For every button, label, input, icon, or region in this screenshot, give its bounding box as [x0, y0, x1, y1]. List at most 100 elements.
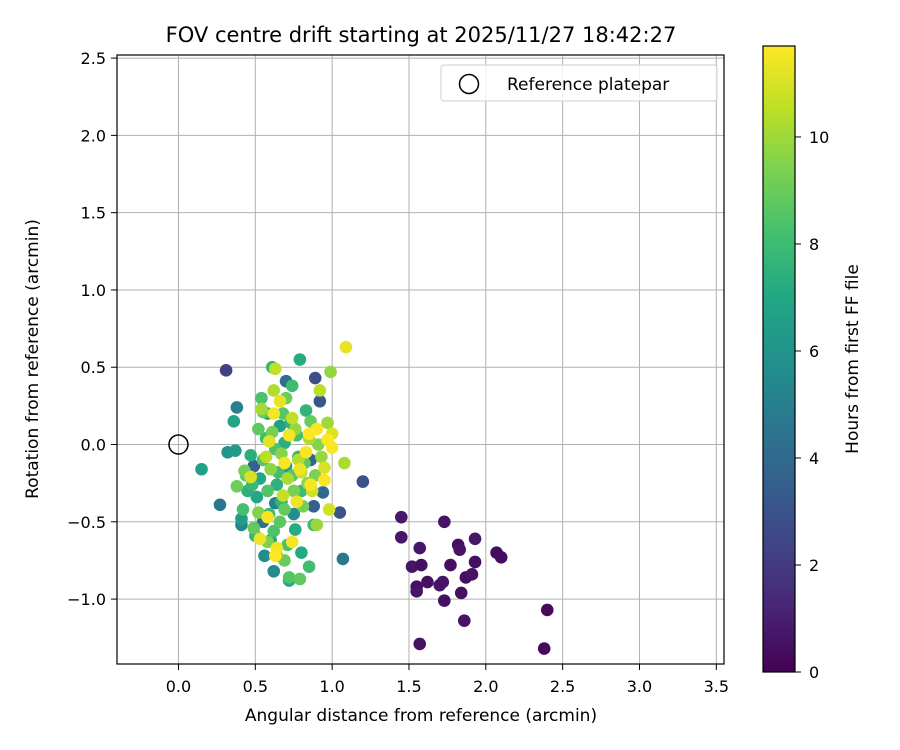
data-point: [255, 391, 268, 405]
data-point: [282, 428, 296, 442]
data-point: [333, 506, 347, 519]
data-point: [278, 456, 291, 470]
x-tick-label: 0.5: [243, 677, 268, 696]
colorbar: 0 2 4 6 8 10 Hours from first FF file: [762, 45, 863, 682]
x-tick-label: 2.5: [550, 677, 575, 696]
data-point: [436, 575, 450, 589]
data-point: [252, 422, 265, 436]
data-point: [410, 585, 423, 598]
data-point: [302, 560, 316, 573]
legend: Reference platepar: [440, 64, 718, 102]
x-tick-label: 0.0: [166, 677, 191, 696]
colorbar-tick-label: 10: [809, 128, 829, 147]
data-point: [230, 479, 244, 493]
data-point: [299, 404, 313, 417]
data-point: [235, 512, 248, 526]
data-point: [324, 365, 337, 379]
chart-title: FOV centre drift starting at 2025/11/27 …: [166, 23, 677, 47]
grid-lines: [117, 55, 724, 664]
x-axis-label: Angular distance from reference (arcmin): [245, 706, 597, 726]
data-point: [273, 394, 287, 408]
data-point: [454, 586, 468, 600]
data-point: [282, 571, 296, 584]
data-point: [310, 518, 324, 532]
data-point: [394, 530, 408, 544]
x-tick-label: 3.0: [627, 677, 652, 696]
data-point: [339, 340, 353, 354]
data-point: [227, 415, 241, 428]
data-point: [453, 543, 466, 556]
data-point: [244, 470, 257, 484]
data-point: [219, 364, 233, 377]
y-tick-label: −0.5: [67, 513, 106, 532]
data-point: [244, 449, 257, 462]
data-point: [230, 401, 244, 414]
data-point: [540, 603, 554, 617]
data-point: [438, 594, 451, 607]
data-point: [293, 572, 307, 586]
data-point: [307, 500, 320, 513]
data-point: [537, 642, 551, 655]
y-tick-label: 1.5: [81, 204, 106, 223]
data-point: [308, 371, 322, 385]
data-point: [267, 407, 281, 420]
data-point: [267, 564, 281, 578]
y-tick-label: 2.5: [81, 49, 106, 68]
legend-entry-reference: Reference platepar: [507, 75, 669, 95]
data-point: [270, 478, 284, 492]
reference-platepar-marker: [168, 434, 189, 455]
data-point: [287, 484, 301, 498]
data-point: [421, 575, 434, 589]
data-point: [290, 495, 304, 509]
colorbar-tick-label: 6: [809, 342, 819, 361]
data-point: [267, 384, 281, 397]
x-tick-label: 2.0: [473, 677, 498, 696]
x-tick-label: 3.5: [704, 677, 729, 696]
legend-marker-icon: [458, 73, 480, 95]
data-point: [413, 637, 427, 651]
data-point: [313, 384, 327, 397]
data-point: [273, 515, 287, 529]
data-point: [336, 552, 350, 566]
data-point: [468, 555, 482, 569]
data-point: [318, 461, 331, 474]
data-point: [236, 503, 250, 516]
data-point: [293, 462, 307, 476]
data-point: [253, 532, 267, 546]
y-tick-label: 0.5: [81, 358, 106, 377]
data-point: [444, 558, 457, 572]
legend-box: [440, 64, 718, 102]
y-tick-label: 1.0: [81, 281, 106, 300]
data-point: [285, 535, 299, 549]
x-tick-label: 1.0: [319, 677, 344, 696]
data-point: [247, 521, 261, 535]
data-point: [285, 411, 299, 425]
data-point: [413, 541, 427, 555]
data-point: [299, 445, 313, 459]
data-point: [338, 456, 351, 470]
data-point: [394, 510, 408, 524]
data-point: [281, 472, 294, 485]
colorbar-tick-label: 0: [809, 663, 819, 682]
data-point: [316, 486, 330, 499]
data-point: [318, 473, 331, 487]
data-point: [494, 551, 508, 564]
data-point: [276, 489, 290, 502]
colorbar-ticks: 0 2 4 6 8 10: [795, 128, 829, 682]
data-point: [261, 484, 274, 498]
data-point: [414, 558, 428, 572]
data-point: [304, 478, 317, 492]
x-axis-ticks: 0.0 0.5 1.0 1.5 2.0 2.5 3.0 3.5: [166, 664, 729, 696]
data-point: [267, 524, 281, 538]
data-point: [288, 523, 302, 536]
data-point: [302, 427, 316, 440]
data-point: [195, 462, 208, 476]
y-axis-label: Rotation from reference (arcmin): [23, 219, 43, 499]
colorbar-tick-label: 2: [809, 556, 819, 575]
data-point: [315, 450, 328, 464]
data-point: [258, 549, 271, 563]
y-tick-label: 0.0: [81, 436, 106, 455]
x-tick-label: 1.5: [396, 677, 421, 696]
y-tick-label: 2.0: [81, 126, 106, 145]
data-point: [255, 402, 268, 416]
